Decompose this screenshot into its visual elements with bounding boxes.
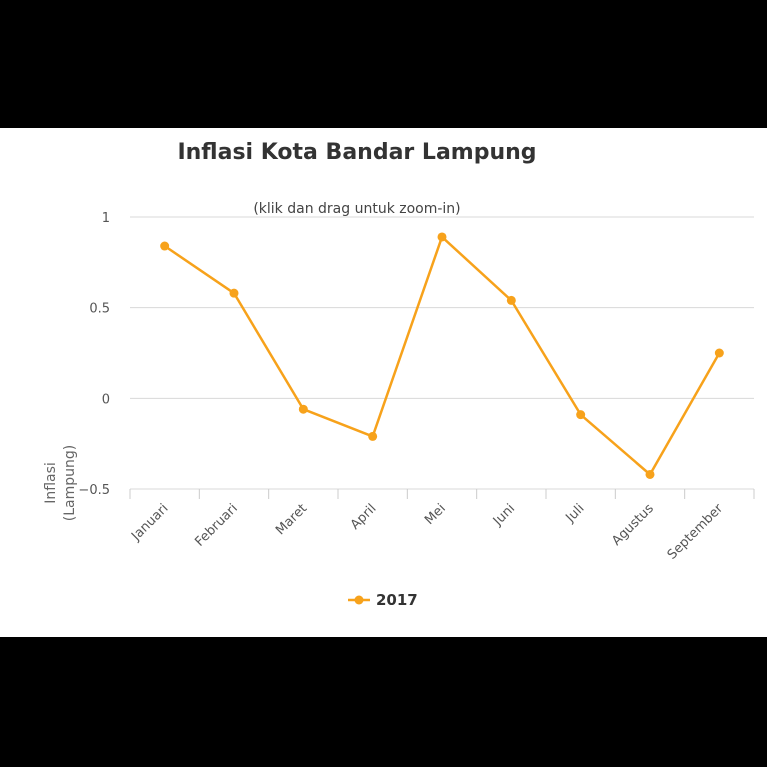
data-point[interactable] <box>298 404 308 414</box>
data-point[interactable] <box>160 241 170 251</box>
legend[interactable]: 2017 <box>348 591 418 609</box>
y-tick-label: −0.5 <box>78 483 110 498</box>
y-tick-label: 1 <box>102 211 110 226</box>
x-tick-label: Mei <box>422 501 449 528</box>
x-tick-label: Juli <box>563 501 588 526</box>
x-tick-label: Maret <box>273 501 310 538</box>
y-axis-ticks: 1 0.5 0 −0.5 <box>78 211 110 498</box>
data-point[interactable] <box>229 288 239 298</box>
chart-panel: Inflasi Kota Bandar Lampung (klik dan dr… <box>0 128 767 637</box>
x-tick-label: Juni <box>490 501 518 529</box>
legend-series-2017-marker <box>354 595 364 605</box>
data-point[interactable] <box>645 469 655 479</box>
series-2017[interactable] <box>160 232 724 479</box>
x-tick-label: Agustus <box>609 501 657 549</box>
legend-series-2017-label[interactable]: 2017 <box>376 591 418 609</box>
y-axis-label-line-2: (Lampung) <box>62 445 78 521</box>
data-point[interactable] <box>368 431 378 441</box>
y-tick-label: 0 <box>102 392 110 407</box>
data-point[interactable] <box>714 348 724 358</box>
chart-title: Inflasi Kota Bandar Lampung <box>177 140 536 165</box>
y-tick-label: 0.5 <box>89 302 110 317</box>
line-chart[interactable]: Inflasi Kota Bandar Lampung (klik dan dr… <box>0 128 767 637</box>
chart-subtitle: (klik dan drag untuk zoom-in) <box>253 201 460 217</box>
gridlines <box>130 216 754 490</box>
data-point[interactable] <box>506 295 516 305</box>
x-tick-label: April <box>348 501 380 533</box>
x-tick-label: Februari <box>192 501 240 549</box>
y-axis-label-line-1: Inflasi <box>43 462 59 504</box>
x-axis: Januari Februari Maret April Mei Juni Juli Agus… <box>128 489 755 563</box>
series-line <box>163 235 721 476</box>
data-point[interactable] <box>576 410 586 420</box>
x-tick-label: Januari <box>128 501 171 544</box>
data-point[interactable] <box>437 232 447 242</box>
x-tick-label: September <box>665 501 727 563</box>
